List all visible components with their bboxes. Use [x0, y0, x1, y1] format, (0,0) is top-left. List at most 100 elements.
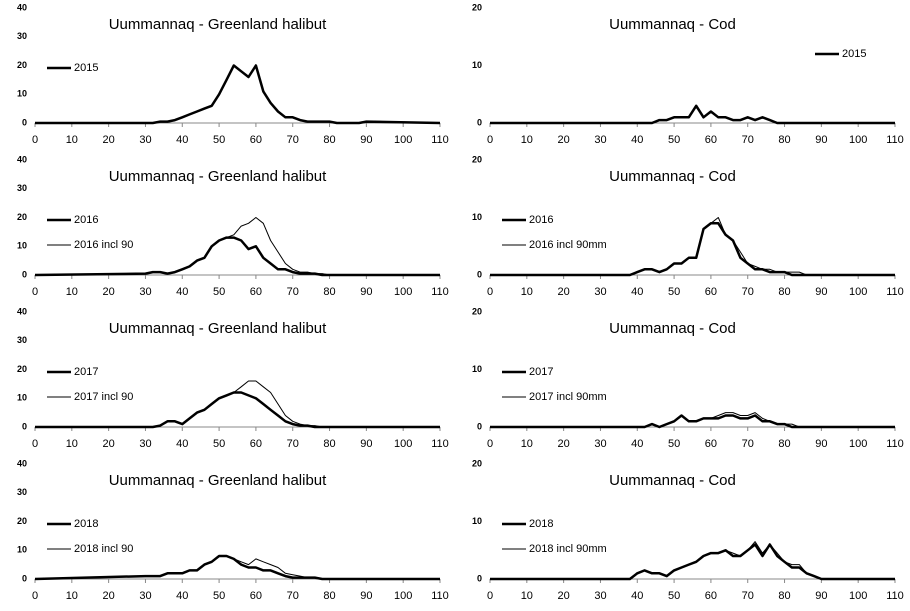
x-tick-label: 10 [521, 286, 533, 298]
x-tick-label: 30 [139, 590, 151, 602]
x-tick-label: 90 [815, 286, 827, 298]
data-line [490, 104, 895, 125]
x-tick-label: 50 [213, 286, 225, 298]
x-tick-label: 100 [394, 286, 412, 298]
legend-label: 2015 [74, 62, 98, 74]
legend-label: 2018 [74, 518, 98, 530]
x-tick-label: 40 [176, 286, 188, 298]
x-tick-label: 10 [66, 286, 78, 298]
y-tick-label: 10 [472, 364, 482, 374]
y-tick-label: 10 [17, 89, 27, 99]
x-tick-label: 60 [705, 134, 717, 146]
x-tick-label: 0 [487, 438, 493, 450]
legend-label: 2016 [74, 214, 98, 226]
legend-label: 2015 [842, 48, 866, 60]
x-tick-label: 20 [103, 590, 115, 602]
x-tick-label: 10 [521, 134, 533, 146]
legend-label: 2016 incl 90mm [529, 239, 607, 251]
y-tick-label: 0 [477, 421, 482, 431]
legend-label: 2017 [529, 366, 553, 378]
y-tick-label: 0 [477, 573, 482, 583]
x-tick-label: 90 [815, 438, 827, 450]
x-tick-label: 110 [431, 134, 449, 146]
x-tick-label: 100 [394, 438, 412, 450]
y-tick-label: 10 [472, 212, 482, 222]
x-tick-label: 100 [394, 134, 412, 146]
chart-title: Uummannaq - Cod [609, 16, 736, 33]
data-line [490, 412, 895, 428]
y-tick-label: 0 [22, 269, 27, 279]
x-tick-label: 100 [849, 438, 867, 450]
x-tick-label: 90 [360, 590, 372, 602]
x-tick-label: 50 [668, 286, 680, 298]
x-tick-label: 30 [139, 286, 151, 298]
x-tick-label: 110 [886, 590, 904, 602]
x-tick-label: 20 [103, 438, 115, 450]
y-tick-label: 20 [17, 364, 27, 374]
y-tick-label: 20 [17, 516, 27, 526]
x-tick-label: 30 [594, 590, 606, 602]
x-tick-label: 70 [742, 286, 754, 298]
x-tick-label: 20 [103, 134, 115, 146]
legend-label: 2018 [529, 518, 553, 530]
data-line [34, 555, 440, 580]
chart-title: Uummannaq - Greenland halibut [109, 472, 327, 489]
y-tick-label: 30 [17, 31, 27, 41]
x-tick-label: 0 [32, 438, 38, 450]
data-line [490, 217, 895, 276]
y-tick-label: 10 [17, 393, 27, 403]
x-tick-label: 30 [594, 286, 606, 298]
x-tick-label: 70 [287, 134, 299, 146]
legend-label: 2017 [74, 366, 98, 378]
x-tick-label: 80 [778, 438, 790, 450]
x-tick-label: 10 [521, 438, 533, 450]
x-tick-label: 90 [815, 590, 827, 602]
x-tick-label: 80 [323, 286, 335, 298]
y-tick-label: 10 [17, 545, 27, 555]
y-tick-label: 20 [472, 2, 482, 12]
x-tick-label: 20 [558, 286, 570, 298]
x-tick-label: 60 [705, 590, 717, 602]
x-tick-label: 110 [431, 590, 449, 602]
x-tick-label: 80 [323, 438, 335, 450]
x-tick-label: 50 [213, 590, 225, 602]
x-tick-label: 60 [250, 438, 262, 450]
x-tick-label: 90 [360, 134, 372, 146]
chart-title: Uummannaq - Cod [609, 320, 736, 337]
x-tick-label: 40 [631, 286, 643, 298]
y-tick-label: 0 [22, 117, 27, 127]
x-tick-label: 70 [742, 134, 754, 146]
x-tick-label: 80 [778, 134, 790, 146]
x-tick-label: 50 [668, 438, 680, 450]
y-tick-label: 30 [17, 335, 27, 345]
x-tick-label: 20 [558, 134, 570, 146]
x-tick-label: 50 [213, 438, 225, 450]
x-tick-label: 20 [558, 438, 570, 450]
x-tick-label: 50 [668, 134, 680, 146]
y-tick-label: 20 [17, 60, 27, 70]
y-tick-label: 40 [17, 2, 27, 12]
legend-label: 2016 incl 90 [74, 239, 133, 251]
x-tick-label: 80 [778, 286, 790, 298]
data-line [34, 554, 440, 581]
x-tick-label: 20 [558, 590, 570, 602]
x-tick-label: 30 [594, 438, 606, 450]
y-tick-label: 20 [472, 458, 482, 468]
x-tick-label: 20 [103, 286, 115, 298]
x-tick-label: 50 [668, 590, 680, 602]
x-tick-label: 70 [287, 590, 299, 602]
x-tick-label: 110 [886, 286, 904, 298]
x-tick-label: 80 [323, 590, 335, 602]
x-tick-label: 60 [250, 134, 262, 146]
y-tick-label: 20 [17, 212, 27, 222]
chart-title: Uummannaq - Cod [609, 168, 736, 185]
chart-title: Uummannaq - Greenland halibut [109, 16, 327, 33]
x-tick-label: 60 [705, 438, 717, 450]
y-tick-label: 0 [22, 421, 27, 431]
x-tick-label: 0 [487, 286, 493, 298]
legend-label: 2017 incl 90mm [529, 391, 607, 403]
x-tick-label: 70 [742, 438, 754, 450]
y-tick-label: 20 [472, 154, 482, 164]
chart-title: Uummannaq - Greenland halibut [109, 168, 327, 185]
x-tick-label: 0 [487, 134, 493, 146]
